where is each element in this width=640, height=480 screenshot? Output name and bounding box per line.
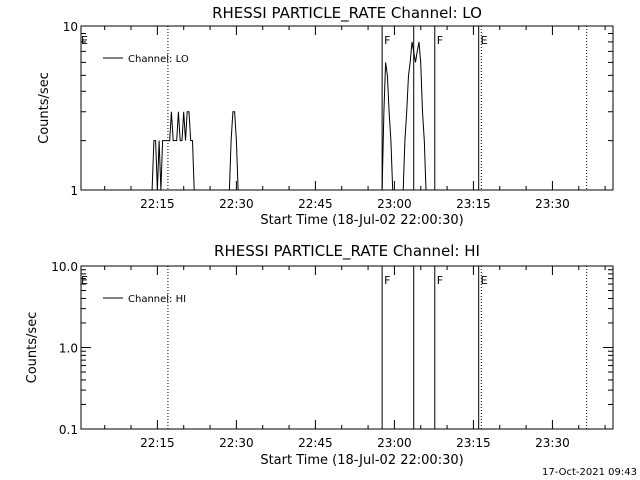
x-tick-label: 23:00	[377, 436, 412, 450]
x-tick-label: 23:15	[456, 436, 491, 450]
plot-frame	[80, 25, 614, 191]
y-tick-label: 10.0	[51, 260, 78, 274]
x-tick-label: 22:15	[140, 197, 175, 211]
x-axis-label: Start Time (18-Jul-02 22:00:30)	[260, 453, 463, 468]
y-tick-label: 1.0	[59, 342, 78, 356]
event-marker-label: E	[81, 34, 88, 47]
x-axis-label: Start Time (18-Jul-02 22:00:30)	[260, 213, 463, 228]
y-tick-label: 10	[63, 20, 78, 34]
x-tick-label: 23:00	[377, 197, 412, 211]
chart-title: RHESSI PARTICLE_RATE Channel: HI	[214, 242, 480, 261]
panel-lo: RHESSI PARTICLE_RATE Channel: LO 22:15 22:…	[37, 4, 614, 228]
event-marker-label: E	[81, 274, 88, 287]
event-marker-label: F	[437, 274, 443, 287]
event-marker-label: F	[437, 34, 443, 47]
event-marker-label: F	[384, 34, 390, 47]
y-axis-label: Counts/sec	[37, 72, 52, 144]
legend-label: Channel: LO	[128, 54, 189, 65]
x-tick-label: 22:15	[140, 436, 175, 450]
plot-frame	[80, 265, 614, 430]
x-tick-label: 22:45	[298, 436, 333, 450]
x-tick-label: 22:30	[219, 436, 254, 450]
y-axis-label: Counts/sec	[25, 312, 40, 384]
y-tick-label: 1	[70, 184, 78, 198]
panel-hi: RHESSI PARTICLE_RATE Channel: HI 22:15 22:…	[25, 242, 614, 468]
chart-title: RHESSI PARTICLE_RATE Channel: LO	[212, 4, 482, 23]
event-marker-label: F	[384, 274, 390, 287]
series-line	[151, 41, 441, 191]
x-tick-label: 23:30	[535, 197, 570, 211]
y-tick-label: 0.1	[59, 423, 78, 437]
event-marker-label: E	[481, 274, 488, 287]
event-marker-label: E	[481, 34, 488, 47]
legend-label: Channel: HI	[128, 294, 186, 305]
x-tick-label: 23:30	[535, 436, 570, 450]
x-tick-label: 22:30	[219, 197, 254, 211]
x-tick-label: 22:45	[298, 197, 333, 211]
footer-timestamp: 17-Oct-2021 09:43	[542, 467, 637, 478]
x-tick-label: 23:15	[456, 197, 491, 211]
